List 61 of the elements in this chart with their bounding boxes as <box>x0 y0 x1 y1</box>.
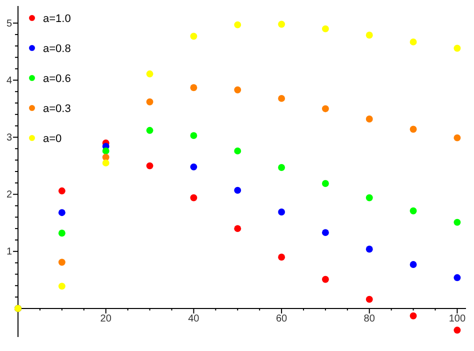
point <box>410 207 417 214</box>
point <box>234 86 242 94</box>
point <box>278 164 286 171</box>
point <box>146 70 154 78</box>
x-tick-label: 40 <box>188 314 200 325</box>
point <box>234 147 242 154</box>
point <box>234 225 242 232</box>
y-tick-label: 3 <box>6 132 12 144</box>
point <box>58 187 66 194</box>
point <box>146 98 154 106</box>
point <box>190 32 198 40</box>
point <box>410 312 417 320</box>
point <box>278 94 286 102</box>
point <box>322 229 329 236</box>
point <box>58 282 66 290</box>
point <box>454 218 461 226</box>
point <box>190 163 198 170</box>
point <box>146 126 154 134</box>
point <box>410 261 417 268</box>
point <box>454 44 461 52</box>
point <box>322 105 329 112</box>
point <box>366 296 373 303</box>
point <box>454 326 461 334</box>
legend-label: a=1.0 <box>43 13 71 25</box>
point <box>366 246 373 253</box>
x-tick-label: 100 <box>448 314 466 325</box>
x-tick-label: 60 <box>276 314 288 325</box>
point <box>190 132 198 140</box>
point <box>366 116 373 122</box>
y-tick-label: 2 <box>6 190 12 201</box>
y-tick-label: 4 <box>6 75 12 86</box>
point <box>366 194 373 202</box>
point <box>322 276 329 283</box>
legend-label: a=0.3 <box>43 103 71 115</box>
point <box>146 162 154 170</box>
legend-label: a=0.8 <box>43 43 71 55</box>
point <box>190 84 198 92</box>
point <box>322 180 329 187</box>
x-tick-label: 20 <box>100 314 112 325</box>
point <box>58 230 66 237</box>
point <box>410 126 417 133</box>
point <box>278 254 286 261</box>
point <box>278 20 286 28</box>
point <box>366 32 373 39</box>
y-tick-label: 5 <box>6 18 12 30</box>
point <box>102 159 110 166</box>
point <box>58 209 66 216</box>
point <box>58 258 66 266</box>
x-tick-label: 80 <box>364 314 376 325</box>
legend-label: a=0 <box>43 133 62 145</box>
point <box>102 147 110 154</box>
point <box>410 38 417 46</box>
point <box>454 134 461 142</box>
legend-label: a=0.6 <box>43 73 71 85</box>
point <box>278 208 286 216</box>
y-tick-label: 1 <box>6 246 12 258</box>
point <box>234 186 242 194</box>
point <box>234 21 242 28</box>
point <box>190 194 198 202</box>
point <box>322 25 329 32</box>
point <box>454 274 461 282</box>
